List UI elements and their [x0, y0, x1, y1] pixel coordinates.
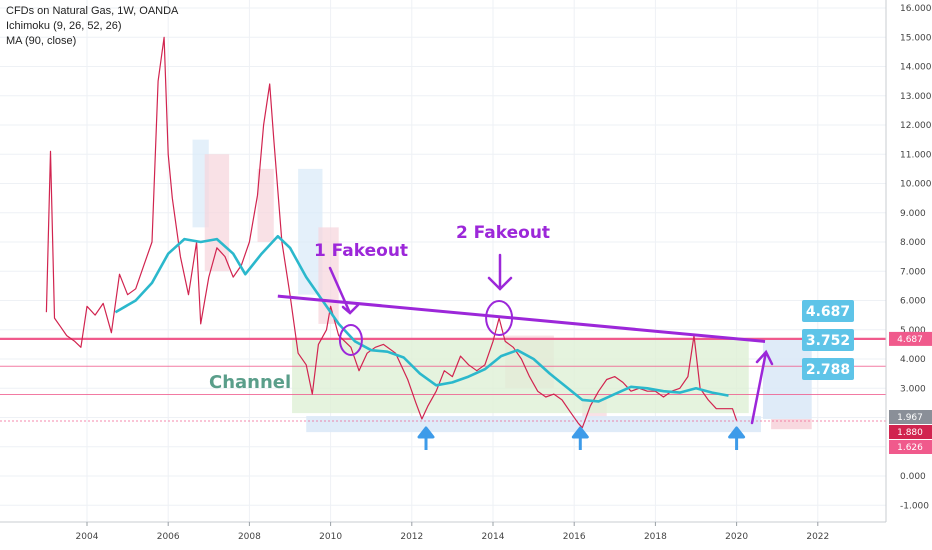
x-tick-label: 2014: [482, 532, 505, 542]
y-tick-label: 6.000: [900, 297, 926, 307]
axis-price-tag: [889, 331, 932, 346]
x-tick-label: 2012: [400, 532, 423, 542]
y-axis-panel: [886, 0, 932, 550]
indicator-ichimoku[interactable]: Ichimoku (9, 26, 52, 26): [6, 20, 122, 32]
axis-price-tag: [889, 440, 932, 454]
y-tick-label: 14.000: [900, 63, 932, 73]
channel-zone: [292, 338, 749, 414]
stop-zone: [771, 418, 812, 430]
fakeout-1-label: 1 Fakeout: [314, 241, 408, 261]
axis-price-value: 1.626: [897, 443, 923, 453]
fakeout-1-arrow: [328, 266, 360, 315]
indicator-ma[interactable]: MA (90, close): [6, 35, 77, 47]
y-tick-label: 0.000: [900, 472, 926, 482]
trend-line: [277, 294, 766, 343]
support-arrow-icon: [571, 426, 589, 450]
x-tick-label: 2016: [563, 532, 586, 542]
target-value: 2.788: [806, 362, 850, 378]
ichimoku-cloud: [298, 168, 323, 295]
target-box: [802, 300, 854, 322]
fakeout-2-label: 2 Fakeout: [456, 223, 550, 243]
x-tick-label: 2004: [76, 532, 99, 542]
y-tick-label: 10.000: [900, 180, 932, 190]
target-arrow: [750, 349, 774, 425]
y-tick-label: 3.000: [900, 384, 926, 394]
axis-price-value: 1.967: [897, 413, 923, 423]
x-tick-label: 2010: [319, 532, 342, 542]
y-tick-label: 12.000: [900, 121, 932, 131]
y-tick-label: 7.000: [900, 267, 926, 277]
x-tick-label: 2020: [725, 532, 748, 542]
support-arrow-icon: [728, 426, 746, 450]
axis-price-tag: [889, 410, 932, 424]
y-tick-label: 5.000: [900, 326, 926, 336]
fakeout-2-circle: [485, 300, 514, 337]
target-value: 4.687: [806, 304, 850, 320]
target-box: [802, 329, 854, 351]
y-tick-label: 16.000: [900, 4, 932, 14]
ichimoku-cloud: [204, 154, 230, 272]
target-value: 3.752: [806, 333, 850, 349]
x-tick-label: 2022: [806, 532, 829, 542]
y-tick-label: 13.000: [900, 92, 932, 102]
y-tick-label: -1.000: [900, 501, 929, 511]
fakeout-1-circle: [338, 323, 363, 356]
target-box: [802, 358, 854, 380]
y-tick-label: 9.000: [900, 209, 926, 219]
axis-price-value: 4.687: [897, 335, 923, 345]
chart-legend: CFDs on Natural Gas, 1W, OANDA Ichimoku …: [6, 4, 178, 49]
x-axis-panel: [0, 522, 932, 550]
y-tick-label: 15.000: [900, 33, 932, 43]
y-tick-label: 8.000: [900, 238, 926, 248]
axis-price-value: 1.880: [897, 428, 923, 438]
x-tick-label: 2008: [238, 532, 261, 542]
y-tick-label: 11.000: [900, 150, 932, 160]
y-tick-label: 4.000: [900, 355, 926, 365]
axis-price-tag: [889, 425, 932, 439]
support-zone: [306, 416, 761, 433]
ma-line: [114, 234, 729, 403]
support-arrow-icon: [417, 426, 435, 450]
ichimoku-cloud: [257, 168, 274, 242]
fakeout-2-arrow: [487, 253, 513, 291]
price-line: [45, 36, 738, 429]
channel-label: Channel: [209, 372, 291, 393]
symbol-title[interactable]: CFDs on Natural Gas, 1W, OANDA: [6, 5, 179, 17]
x-tick-label: 2018: [644, 532, 667, 542]
x-tick-label: 2006: [157, 532, 180, 542]
